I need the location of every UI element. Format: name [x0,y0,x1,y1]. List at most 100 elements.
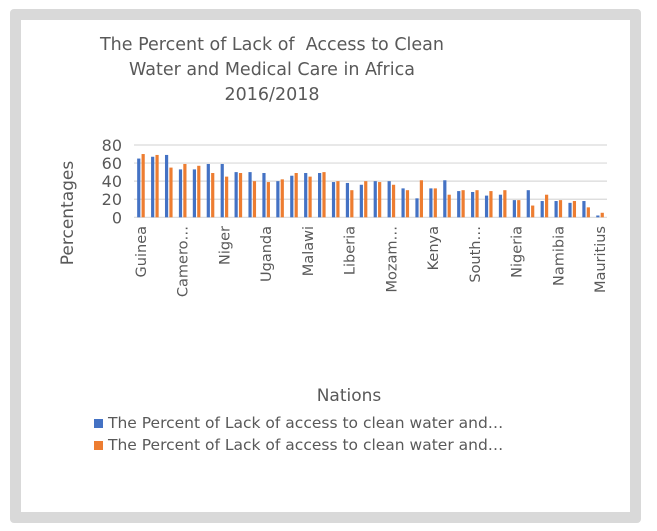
bar-series-1[interactable] [151,156,155,218]
bar-series-2[interactable] [433,188,437,218]
bar-series-2[interactable] [378,182,382,218]
bar-series-1[interactable] [262,173,266,218]
bar-series-2[interactable] [531,205,535,218]
bar-series-1[interactable] [304,173,308,218]
chart-title-line-1: The Percent of Lack of Access to Clean [99,35,444,55]
bar-series-1[interactable] [429,188,433,218]
bar-series-2[interactable] [225,176,229,218]
bar-series-1[interactable] [526,190,530,218]
bar-series-2[interactable] [558,200,563,218]
bar-series-1[interactable] [484,195,489,218]
bar-series-1[interactable] [331,182,336,218]
x-tick-label: Nigeria [510,226,526,278]
bar-series-2[interactable] [141,154,145,218]
x-tick-label: Camero… [176,226,192,297]
bar-series-1[interactable] [471,191,475,218]
chart-title-line-3: 2016/2018 [224,85,320,105]
bar-series-1[interactable] [359,184,363,218]
y-tick-label: 20 [102,190,122,209]
bar-series-2[interactable] [238,173,243,218]
bar-series-2[interactable] [405,190,410,218]
legend: The Percent of Lack of access to clean w… [94,412,503,456]
bar-series-2[interactable] [183,163,187,218]
x-tick-label: Kenya [426,226,442,270]
legend-label-series-2: The Percent of Lack of access to clean w… [108,436,504,454]
bar-series-2[interactable] [544,194,549,218]
bar-series-1[interactable] [443,180,447,218]
bar-series-1[interactable] [415,198,419,218]
bar-series-1[interactable] [248,172,252,218]
bars [137,154,604,218]
bar-series-1[interactable] [512,200,516,218]
bar-series-2[interactable] [211,173,215,218]
bar-series-1[interactable] [457,191,461,218]
bar-series-1[interactable] [206,163,210,218]
bar-series-1[interactable] [164,154,169,218]
bar-series-1[interactable] [554,201,558,218]
x-axis-ticks: Guinea Camero… Niger Uganda Malawi Liberia Moz… [134,226,609,297]
x-axis-title: Nations [317,386,382,406]
bar-series-1[interactable] [178,169,183,218]
bar-series-1[interactable] [318,173,322,218]
bar-series-2[interactable] [447,194,451,218]
bar-series-2[interactable] [475,190,479,218]
bar-series-2[interactable] [336,181,340,218]
y-tick-label: 60 [102,154,122,173]
gridlines [134,144,607,218]
bar-series-1[interactable] [387,181,391,218]
bar-series-2[interactable] [266,182,270,218]
bar-series-2[interactable] [586,207,590,218]
bar-series-2[interactable] [280,179,284,218]
x-tick-label: Malawi [301,226,317,276]
bar-series-1[interactable] [192,169,197,218]
bar-series-1[interactable] [373,181,377,218]
bar-series-2[interactable] [461,190,465,218]
y-tick-label: 80 [102,136,122,155]
bar-series-1[interactable] [582,201,586,218]
bar-series-1[interactable] [345,182,350,218]
bar-series-2[interactable] [155,154,159,218]
legend-item-series-1[interactable]: The Percent of Lack of access to clean w… [94,412,503,434]
bar-series-1[interactable] [401,188,405,218]
bar-series-1[interactable] [234,172,238,218]
x-tick-label: Uganda [259,226,275,282]
bar-series-2[interactable] [252,181,257,218]
bar-series-2[interactable] [294,173,298,218]
bar-series-1[interactable] [137,158,141,218]
bar-series-2[interactable] [503,190,507,218]
x-tick-label: Guinea [134,226,150,277]
bar-series-2[interactable] [572,201,577,218]
legend-label-series-1: The Percent of Lack of access to clean w… [108,414,504,432]
x-tick-label: Mozam… [384,226,400,293]
legend-swatch-series-1 [94,418,103,428]
chart-frame [10,9,641,523]
bar-series-2[interactable] [391,184,396,218]
chart-title: The Percent of Lack of Access to Clean W… [21,33,523,108]
bar-series-1[interactable] [540,201,544,218]
bar-series-1[interactable] [568,202,572,218]
bar-series-2[interactable] [308,176,312,218]
bar-series-2[interactable] [322,172,326,218]
bar-series-1[interactable] [220,163,224,218]
legend-item-series-2[interactable]: The Percent of Lack of access to clean w… [94,434,503,456]
bar-series-1[interactable] [290,175,294,218]
bar-series-2[interactable] [169,167,173,218]
bar-series-2[interactable] [197,165,201,218]
bar-series-2[interactable] [489,191,493,218]
bar-series-2[interactable] [600,212,604,218]
x-tick-label: Mauritius [593,226,609,293]
x-tick-label: South… [468,226,484,283]
legend-swatch-series-2 [94,440,103,450]
bar-series-1[interactable] [498,194,503,218]
x-tick-label: Liberia [343,226,359,275]
bar-series-1[interactable] [276,181,280,218]
bar-series-2[interactable] [419,180,423,218]
bar-series-2[interactable] [350,190,354,218]
bar-series-1[interactable] [596,215,600,218]
x-tick-label: Niger [217,226,233,265]
bar-series-2[interactable] [517,200,521,218]
bar-series-2[interactable] [364,181,368,218]
y-tick-label: 0 [112,208,122,227]
